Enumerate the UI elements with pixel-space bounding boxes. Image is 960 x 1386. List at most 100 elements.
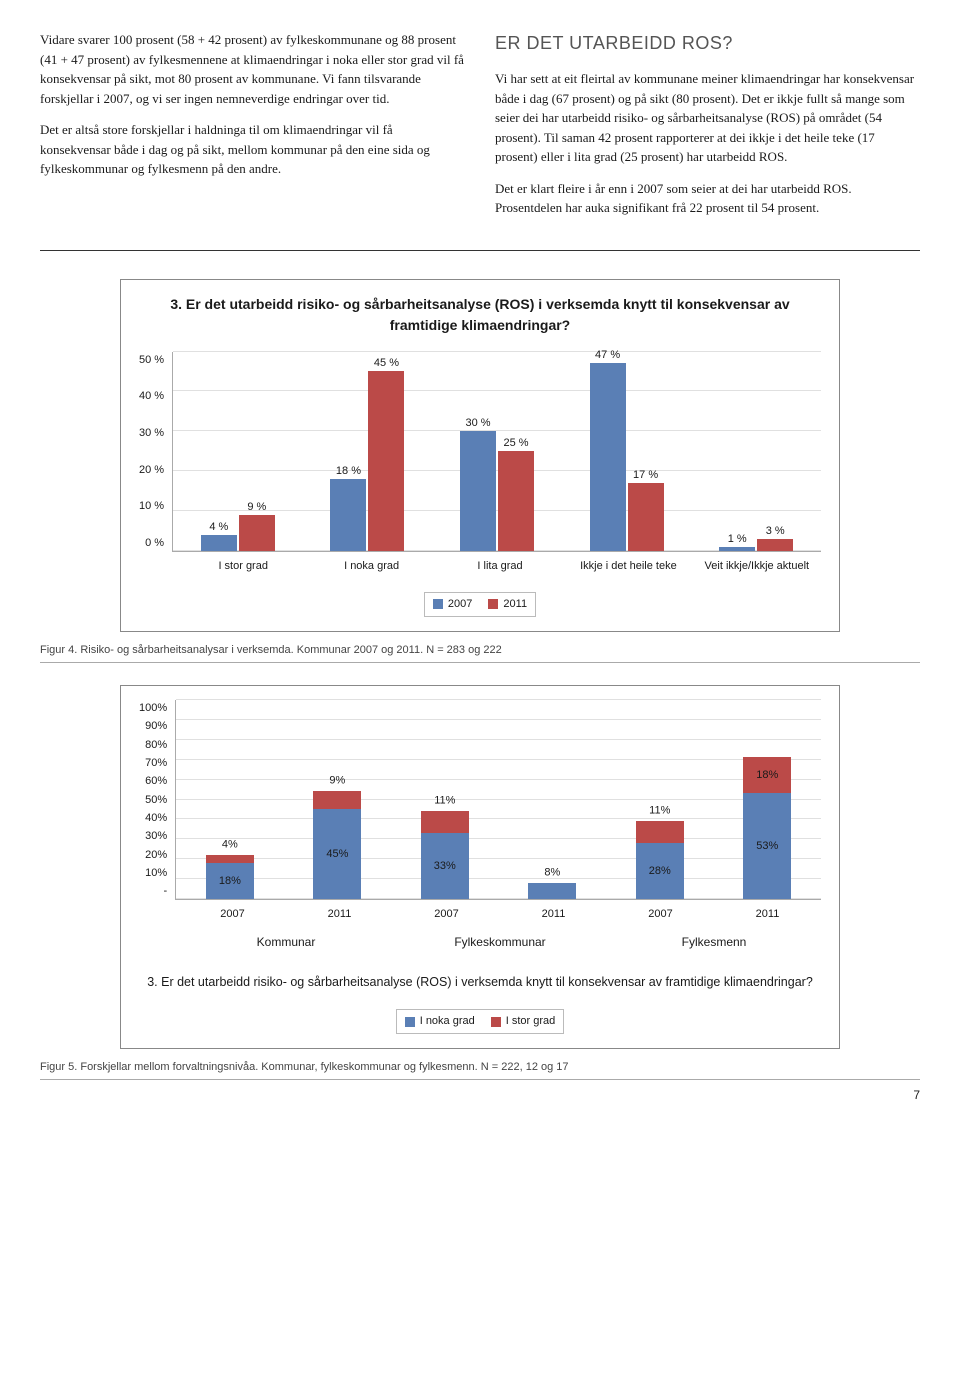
- ytick: 50 %: [139, 352, 164, 369]
- chart2-legend: I noka grad I stor grad: [139, 1009, 821, 1034]
- ytick: 10%: [145, 865, 167, 882]
- ytick: 20%: [145, 847, 167, 864]
- ytick: 40 %: [139, 388, 164, 405]
- legend-label: 2007: [448, 596, 472, 613]
- xlabel: Ikkje i det heile teke: [564, 558, 692, 575]
- bar-label: 18 %: [336, 463, 361, 480]
- chart1-plot: 4 %9 %18 %45 %30 %25 %47 %17 %1 %3 %: [172, 352, 821, 552]
- caption-rule: [40, 1079, 920, 1080]
- bar-segment: 11%: [636, 821, 684, 843]
- bar: 47 %: [590, 363, 626, 551]
- chart1-container: 3. Er det utarbeidd risiko- og sårbarhei…: [120, 279, 840, 632]
- stacked-bar: 53% 18%: [743, 757, 791, 899]
- segment-label: 45%: [326, 846, 348, 863]
- stacked-bar: 18% 4%: [206, 855, 254, 899]
- ytick: 30%: [145, 828, 167, 845]
- bar-label: 25 %: [503, 435, 528, 452]
- bar-segment: 9%: [313, 791, 361, 809]
- para: Vi har sett at eit fleirtal av kommunane…: [495, 69, 920, 167]
- divider: [40, 250, 920, 251]
- legend-item: I noka grad: [405, 1013, 475, 1030]
- bar: 25 %: [498, 451, 534, 551]
- figure5-caption: Figur 5. Forskjellar mellom forvaltnings…: [40, 1059, 920, 1076]
- chart2-group-labels: KommunarFylkeskommunarFylkesmenn: [139, 933, 821, 951]
- ytick: 90%: [145, 718, 167, 735]
- stacked-bar: 33%11%: [421, 811, 469, 899]
- bar: 1 %: [719, 547, 755, 551]
- segment-label: 9%: [329, 773, 345, 790]
- ytick: 50%: [145, 792, 167, 809]
- bar: 45 %: [368, 371, 404, 551]
- legend-label: I noka grad: [420, 1013, 475, 1030]
- legend-item: 2007: [433, 596, 472, 613]
- stacked-bar: 45% 9%: [313, 791, 361, 899]
- caption-rule: [40, 662, 920, 663]
- xlabel-year: 2007: [607, 906, 714, 923]
- bar-segment: 18%: [743, 757, 791, 793]
- figure4-caption: Figur 4. Risiko- og sårbarheitsanalysar …: [40, 642, 920, 659]
- bar-group: 4 %9 %: [201, 515, 275, 551]
- bar-label: 47 %: [595, 347, 620, 364]
- chart2-box: 100%90%80%70%60%50%40%30%20%10%- 18%4%45…: [120, 685, 840, 1049]
- xlabel-year: 2011: [286, 906, 393, 923]
- ytick: 80%: [145, 737, 167, 754]
- segment-label: 11%: [649, 803, 670, 820]
- bar-segment: 53%: [743, 793, 791, 899]
- segment-label: 8%: [544, 865, 560, 882]
- bar-label: 30 %: [465, 415, 490, 432]
- chart1-title: 3. Er det utarbeidd risiko- og sårbarhei…: [139, 294, 821, 336]
- xlabel-group: Fylkeskommunar: [393, 933, 607, 951]
- text-columns: Vidare svarer 100 prosent (58 + 42 prose…: [40, 30, 920, 230]
- segment-label: 11%: [434, 793, 455, 810]
- para: Det er klart fleire i år enn i 2007 som …: [495, 179, 920, 218]
- chart2-year-labels: 200720112007201120072011: [139, 906, 821, 923]
- bar: 3 %: [757, 539, 793, 551]
- xlabel-group: Fylkesmenn: [607, 933, 821, 951]
- xlabel-year: 2011: [500, 906, 607, 923]
- segment-label: 4%: [222, 837, 238, 854]
- xlabel: I stor grad: [179, 558, 307, 575]
- bar: 17 %: [628, 483, 664, 551]
- ytick: 20 %: [139, 462, 164, 479]
- chart2-yaxis: 100%90%80%70%60%50%40%30%20%10%-: [139, 700, 175, 900]
- xlabel-group: Kommunar: [179, 933, 393, 951]
- ytick: -: [163, 883, 167, 900]
- segment-label: 18%: [756, 767, 778, 784]
- segment-label: 53%: [756, 838, 778, 855]
- chart2-subtitle: 3. Er det utarbeidd risiko- og sårbarhei…: [139, 973, 821, 992]
- bar-label: 3 %: [766, 523, 785, 540]
- para: Det er altså store forskjellar i haldnin…: [40, 120, 465, 179]
- bar-group: 30 %25 %: [460, 431, 534, 551]
- bar-group: 18 %45 %: [330, 371, 404, 551]
- ytick: 100%: [139, 700, 167, 717]
- bar: 4 %: [201, 535, 237, 551]
- bar-group: 1 %3 %: [719, 539, 793, 551]
- legend-item: I stor grad: [491, 1013, 556, 1030]
- legend-swatch: [433, 599, 443, 609]
- page-number: 7: [40, 1086, 920, 1104]
- legend-swatch: [405, 1017, 415, 1027]
- xlabel-year: 2011: [714, 906, 821, 923]
- xlabel-year: 2007: [393, 906, 500, 923]
- segment-label: 18%: [219, 873, 241, 890]
- legend-swatch: [488, 599, 498, 609]
- bar-label: 4 %: [209, 519, 228, 536]
- segment-label: 33%: [434, 858, 456, 875]
- ytick: 30 %: [139, 425, 164, 442]
- stacked-bar: 28% 11%: [636, 821, 684, 899]
- chart1-xlabels: I stor gradI noka gradI lita gradIkkje i…: [139, 558, 821, 575]
- para: Vidare svarer 100 prosent (58 + 42 prose…: [40, 30, 465, 108]
- bar-segment: 18%: [206, 863, 254, 899]
- bar-segment: 8%: [528, 883, 576, 899]
- section-heading: ER DET UTARBEIDD ROS?: [495, 30, 920, 57]
- legend-label: 2011: [503, 596, 527, 613]
- bar-segment: 4%: [206, 855, 254, 863]
- ytick: 60%: [145, 773, 167, 790]
- right-column: ER DET UTARBEIDD ROS? Vi har sett at eit…: [495, 30, 920, 230]
- xlabel-year: 2007: [179, 906, 286, 923]
- bar: 18 %: [330, 479, 366, 551]
- ytick: 0 %: [145, 535, 164, 552]
- legend-swatch: [491, 1017, 501, 1027]
- segment-label: 28%: [649, 863, 671, 880]
- bar-label: 9 %: [247, 499, 266, 516]
